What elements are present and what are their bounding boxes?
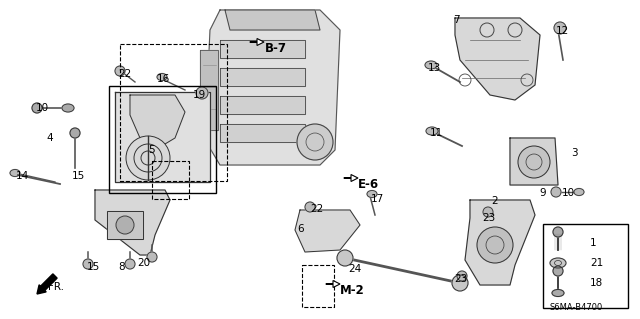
FancyArrow shape [344,174,358,182]
Text: 14: 14 [16,171,29,181]
Text: M-2: M-2 [340,284,365,297]
Text: 22: 22 [118,69,131,79]
Bar [109,86,216,193]
Text: 6: 6 [297,224,303,234]
Polygon shape [455,18,540,100]
Circle shape [554,22,566,34]
Text: FR.: FR. [48,282,64,292]
Polygon shape [200,50,218,130]
Text: 16: 16 [157,74,170,84]
Circle shape [125,259,135,269]
Polygon shape [510,138,558,185]
Circle shape [477,227,513,263]
Polygon shape [130,95,185,150]
Text: S6MA-B4700: S6MA-B4700 [549,303,602,312]
Polygon shape [220,40,305,58]
Circle shape [305,202,315,212]
Circle shape [553,266,563,276]
Polygon shape [205,10,340,165]
Text: 17: 17 [371,194,384,204]
Text: 13: 13 [428,63,441,73]
Ellipse shape [550,258,566,268]
Bar [543,224,628,308]
Ellipse shape [574,189,584,196]
Polygon shape [220,124,305,142]
Circle shape [126,136,170,180]
Bar [107,211,143,239]
FancyArrow shape [326,280,340,287]
FancyArrow shape [37,274,57,294]
Circle shape [196,87,208,99]
Text: 9: 9 [539,188,546,198]
Text: 12: 12 [556,26,569,36]
Bar [107,211,143,239]
Ellipse shape [367,190,377,197]
Polygon shape [115,92,210,182]
Text: 19: 19 [193,90,206,100]
Text: 24: 24 [348,264,361,274]
Text: 10: 10 [36,103,49,113]
Text: 15: 15 [87,262,100,272]
Ellipse shape [552,290,564,296]
Circle shape [147,252,157,262]
Text: 1: 1 [590,238,596,248]
Bar [152,161,189,199]
Ellipse shape [10,169,20,176]
Circle shape [551,187,561,197]
Bar [120,44,227,181]
Text: 4: 4 [46,133,52,143]
Circle shape [452,275,468,291]
Circle shape [83,259,93,269]
Circle shape [297,124,333,160]
Text: 15: 15 [72,171,85,181]
Text: 21: 21 [590,258,604,268]
Ellipse shape [426,127,438,135]
Text: 23: 23 [454,274,467,284]
Text: 22: 22 [310,204,323,214]
Text: 3: 3 [571,148,578,158]
Text: B-7: B-7 [265,42,287,55]
Text: 2: 2 [491,196,498,206]
Polygon shape [220,68,305,86]
Circle shape [116,216,134,234]
Text: 18: 18 [590,278,604,288]
Text: 5: 5 [148,145,155,155]
Ellipse shape [157,73,167,80]
Polygon shape [95,190,170,255]
Circle shape [483,207,493,217]
Circle shape [337,250,353,266]
Circle shape [115,66,125,76]
Polygon shape [225,10,320,30]
Text: 7: 7 [453,15,460,25]
Circle shape [70,128,80,138]
Text: 20: 20 [137,258,150,268]
FancyArrow shape [250,39,264,46]
Polygon shape [465,200,535,285]
Ellipse shape [62,104,74,112]
Circle shape [32,103,42,113]
Text: E-6: E-6 [358,178,379,191]
Polygon shape [295,210,360,252]
Circle shape [553,227,563,237]
Polygon shape [220,96,305,114]
Circle shape [457,271,467,281]
Text: 23: 23 [482,213,495,223]
Circle shape [518,146,550,178]
Text: 11: 11 [430,128,444,138]
Text: 10: 10 [562,188,575,198]
Bar [302,265,334,307]
Text: 8: 8 [118,262,125,272]
Ellipse shape [425,61,437,69]
